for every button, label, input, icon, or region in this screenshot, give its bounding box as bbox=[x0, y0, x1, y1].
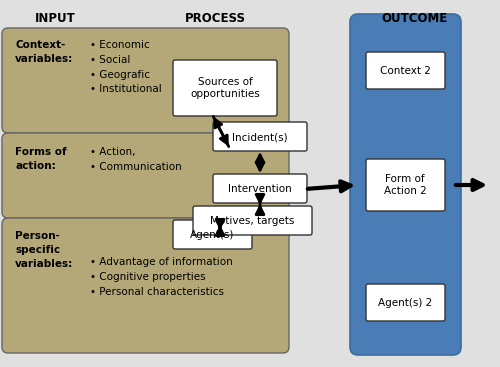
Text: • Advantage of information
• Cognitive properties
• Personal characteristics: • Advantage of information • Cognitive p… bbox=[90, 257, 233, 297]
FancyBboxPatch shape bbox=[2, 133, 289, 218]
Text: Context 2: Context 2 bbox=[380, 66, 430, 76]
FancyBboxPatch shape bbox=[366, 284, 445, 321]
Text: INPUT: INPUT bbox=[34, 12, 76, 25]
FancyBboxPatch shape bbox=[213, 122, 307, 151]
FancyBboxPatch shape bbox=[2, 28, 289, 133]
Text: Forms of
action:: Forms of action: bbox=[15, 147, 66, 171]
FancyBboxPatch shape bbox=[173, 220, 252, 249]
Text: PROCESS: PROCESS bbox=[184, 12, 246, 25]
Text: • Economic
• Social
• Geografic
• Institutional: • Economic • Social • Geografic • Instit… bbox=[90, 40, 162, 94]
FancyBboxPatch shape bbox=[366, 52, 445, 89]
FancyBboxPatch shape bbox=[193, 206, 312, 235]
Text: Agent(s): Agent(s) bbox=[190, 230, 234, 240]
Text: Motives, targets: Motives, targets bbox=[210, 216, 294, 226]
Text: Intervention: Intervention bbox=[228, 184, 292, 194]
Text: Person-
specific
variables:: Person- specific variables: bbox=[15, 231, 73, 269]
Text: Form of
Action 2: Form of Action 2 bbox=[384, 174, 426, 196]
Text: Incident(s): Incident(s) bbox=[232, 132, 288, 142]
FancyBboxPatch shape bbox=[366, 159, 445, 211]
FancyBboxPatch shape bbox=[350, 14, 461, 355]
FancyBboxPatch shape bbox=[213, 174, 307, 203]
Text: • Action,
• Communication: • Action, • Communication bbox=[90, 147, 182, 172]
Text: Sources of
opportunities: Sources of opportunities bbox=[190, 77, 260, 99]
Text: OUTCOME: OUTCOME bbox=[382, 12, 448, 25]
Text: Context-
variables:: Context- variables: bbox=[15, 40, 73, 64]
FancyBboxPatch shape bbox=[173, 60, 277, 116]
FancyBboxPatch shape bbox=[2, 218, 289, 353]
Text: Agent(s) 2: Agent(s) 2 bbox=[378, 298, 432, 308]
